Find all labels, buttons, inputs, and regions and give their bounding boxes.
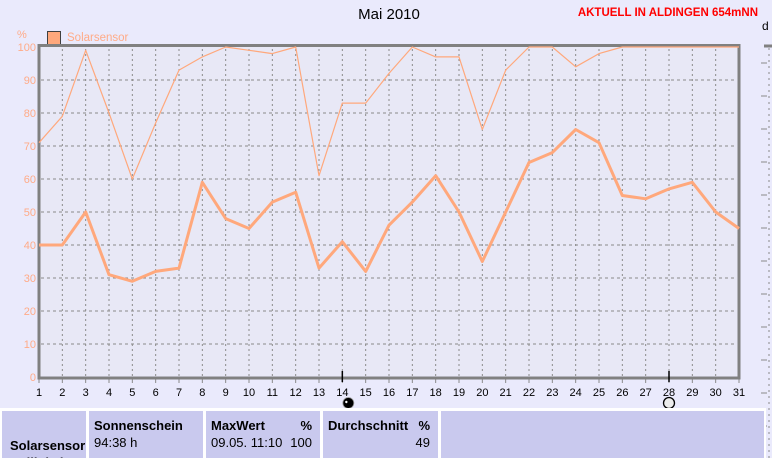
maxwert-header: MaxWert	[211, 418, 265, 433]
y-axis-label: 100	[18, 42, 36, 54]
y-axis-label: 20	[24, 306, 36, 318]
new-moon-icon	[342, 397, 355, 409]
series-thin-line	[38, 46, 739, 180]
durchschnitt-cell: Durchschnitt % 49	[323, 411, 438, 458]
x-axis-label: 5	[129, 387, 135, 399]
sensor-name: Solarsensor	[10, 438, 86, 453]
y-axis-label: 10	[24, 339, 36, 351]
x-axis-label: 23	[546, 387, 558, 399]
x-axis-label: 25	[593, 387, 605, 399]
x-axis-label: 16	[383, 387, 395, 399]
full-moon-icon	[662, 396, 676, 410]
x-axis-label: 11	[267, 387, 278, 399]
page-title: Mai 2010	[358, 6, 420, 23]
durchschnitt-value: 49	[415, 435, 430, 450]
y-axis-label: 40	[24, 240, 36, 252]
maxwert-date: 09.05. 11:10	[211, 435, 283, 450]
y-axis-label: 90	[24, 75, 36, 87]
maxwert-value: 100	[290, 435, 312, 450]
sensor-cell: Solarsensor Helligkeit	[2, 411, 86, 458]
legend: Solarsensor	[47, 30, 128, 45]
x-axis-label: 24	[570, 387, 582, 399]
y-axis-label: 50	[24, 207, 36, 219]
sonnenschein-header: Sonnenschein	[94, 418, 183, 433]
legend-label: Solarsensor	[67, 31, 129, 44]
series-thick-line	[39, 128, 740, 283]
banner-aktuell: AKTUELL IN ALDINGEN 654mNN	[577, 7, 758, 19]
x-axis-label: 22	[523, 387, 535, 399]
durchschnitt-unit: %	[418, 418, 430, 433]
x-axis-label: 31	[733, 387, 745, 399]
plot-border	[37, 44, 741, 380]
x-axis-label: 21	[500, 387, 512, 399]
x-axis-label: 17	[406, 387, 418, 399]
x-axis-label: 3	[83, 387, 89, 399]
x-axis-label: 18	[430, 387, 442, 399]
sensor-type: Helligkeit	[10, 454, 78, 458]
y-axis-label: 70	[24, 141, 36, 153]
maxwert-cell: MaxWert % 09.05. 11:10 100	[206, 411, 320, 458]
x-axis-label: 14	[336, 387, 348, 399]
x-axis-label: 10	[243, 387, 255, 399]
x-axis-label: 26	[616, 387, 628, 399]
y-axis-label: 80	[24, 108, 36, 120]
y-axis-label: 30	[24, 273, 36, 285]
sonnenschein-cell: Sonnenschein 94:38 h	[89, 411, 203, 458]
next-panel-border-fragment	[764, 44, 772, 48]
x-axis-label: 12	[290, 387, 302, 399]
x-axis-label: 8	[199, 387, 205, 399]
x-axis-label: 13	[313, 387, 325, 399]
y-axis-label: 0	[30, 372, 36, 384]
x-axis-label: 6	[153, 387, 159, 399]
x-axis-label: 1	[36, 387, 42, 399]
x-axis-label: 4	[106, 387, 112, 399]
sonnenschein-value: 94:38 h	[94, 435, 138, 450]
x-axis-label: 20	[476, 387, 488, 399]
next-panel-label: d	[762, 19, 769, 33]
x-axis-label: 15	[360, 387, 372, 399]
x-axis-label: 28	[663, 387, 675, 399]
new-moon-highlight	[345, 400, 348, 404]
y-axis-unit-label: %	[17, 29, 27, 41]
x-axis-label: 29	[686, 387, 698, 399]
x-axis-label: 2	[59, 387, 65, 399]
x-axis-label: 19	[453, 387, 465, 399]
summary-table: Solarsensor Helligkeit Sonnenschein 94:3…	[0, 408, 766, 458]
x-axis-label: 27	[640, 387, 652, 399]
x-axis-label: 7	[176, 387, 182, 399]
x-axis-label: 9	[223, 387, 229, 399]
maxwert-unit: %	[300, 418, 312, 433]
empty-cell	[441, 411, 764, 458]
durchschnitt-header: Durchschnitt	[328, 418, 409, 433]
x-axis-label: 30	[710, 387, 722, 399]
y-axis-label: 60	[24, 174, 36, 186]
